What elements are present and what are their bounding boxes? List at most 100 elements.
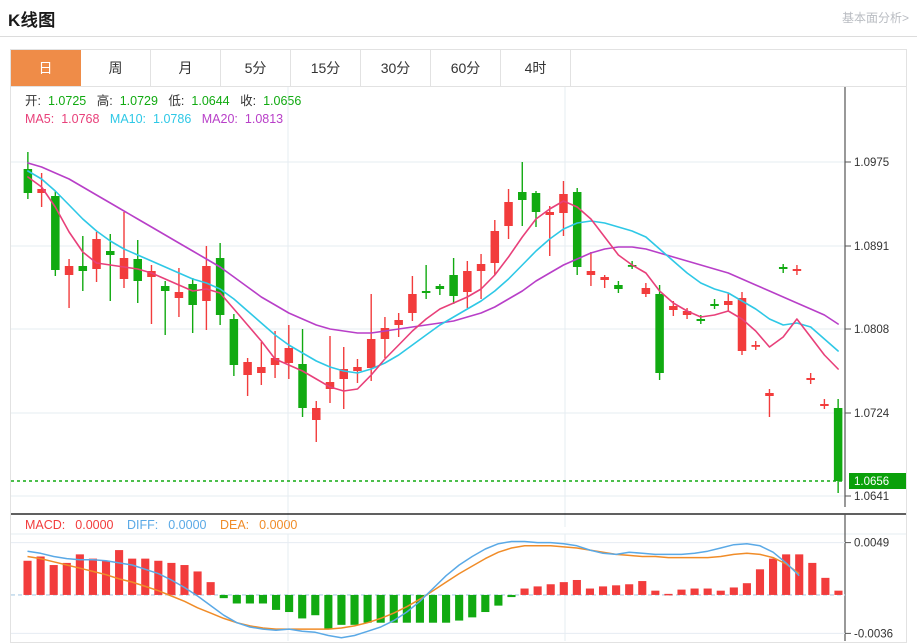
tab-7[interactable]: 4时 (501, 50, 571, 86)
macd-histogram-bar (834, 590, 843, 595)
tab-label: 月 (178, 60, 193, 76)
candle-body (51, 196, 60, 270)
candle-body (23, 169, 33, 193)
fundamental-analysis-link[interactable]: 基本面分析> (841, 11, 909, 25)
macd-histogram-bar (455, 594, 464, 621)
macd-histogram-bar (62, 562, 71, 595)
macd-histogram-bar (402, 594, 411, 623)
macd-histogram-bar (88, 558, 97, 595)
candle-body (160, 286, 170, 291)
macd-histogram-bar (612, 585, 621, 595)
macd-histogram-bar (625, 584, 634, 595)
price-axis-label-1: 1.0891 (854, 241, 889, 253)
candle-body (724, 301, 733, 305)
macd-histogram-bar (285, 594, 294, 613)
candle-body (119, 258, 129, 279)
candle-body (325, 382, 335, 389)
macd-histogram-bar (115, 550, 124, 595)
macd-histogram-bar (245, 594, 254, 604)
macd-histogram-bar (507, 594, 516, 598)
candle-body (380, 328, 390, 339)
tab-5[interactable]: 30分 (361, 50, 431, 86)
candle-body (463, 271, 472, 292)
macd-histogram-bar (585, 588, 595, 595)
candle-body (751, 345, 760, 347)
candle-body (408, 294, 417, 313)
macd-histogram-bar (154, 560, 163, 595)
candle-body (518, 192, 527, 200)
candle-body (765, 393, 774, 396)
candle-body (298, 364, 307, 408)
candle-body (394, 320, 403, 325)
tab-label: 60分 (450, 60, 481, 76)
candle-body (586, 271, 596, 275)
macd-histogram-bar (311, 594, 320, 616)
macd-histogram-bar (167, 562, 176, 595)
candle-body (215, 258, 225, 315)
candle-body (737, 298, 747, 351)
candle-body (64, 266, 74, 275)
macd-histogram-bar (821, 577, 830, 595)
period-tabbar: 日 周 月 5分 15分 30分 60分 4时 (10, 49, 907, 87)
tab-2[interactable]: 月 (151, 50, 221, 86)
macd-histogram-bar (428, 594, 438, 623)
candle-body (92, 239, 101, 269)
tab-1[interactable]: 周 (81, 50, 151, 86)
macd-histogram-bar (755, 569, 765, 595)
macd-axis-label-1: -0.0036 (854, 628, 893, 640)
candle-body (435, 286, 445, 289)
macd-histogram-bar (23, 560, 32, 595)
candle-body (147, 271, 156, 277)
tab-4[interactable]: 15分 (291, 50, 361, 86)
macd-histogram-bar (49, 565, 58, 595)
candle-body (106, 251, 115, 255)
price-axis-label-4: 1.0641 (854, 491, 889, 503)
page-header: K线图 基本面分析> (0, 0, 917, 37)
chart-container: 开: 1.0725 高: 1.0729 低: 1.0644 收: 1.0656 MA5:… (10, 87, 907, 643)
tab-6[interactable]: 60分 (431, 50, 501, 86)
macd-histogram-bar (795, 554, 804, 595)
candle-body (366, 339, 376, 368)
macd-histogram-bar (520, 588, 529, 595)
macd-histogram-bar (481, 594, 490, 613)
tab-0[interactable]: 日 (11, 50, 81, 86)
macd-histogram-bar (664, 593, 673, 596)
macd-histogram-bar (742, 583, 751, 595)
ma5-line (27, 176, 839, 392)
candle-body (476, 264, 486, 271)
price-axis-label-0: 1.0975 (854, 157, 889, 169)
candle-body (449, 275, 458, 296)
candle-body (559, 194, 568, 213)
kline-canvas[interactable]: 1.0975 1.0891 1.0808 1.0724 1.0641 1.0656 0.00… (11, 87, 906, 641)
page-title: K线图 (8, 11, 56, 30)
candle-body (531, 193, 541, 212)
candle-body (78, 266, 88, 271)
macd-histogram-bar (651, 590, 660, 595)
macd-histogram-bar (180, 565, 189, 595)
macd-histogram-bar (415, 594, 424, 623)
candle-body (188, 284, 197, 305)
macd-histogram-bar (598, 586, 608, 595)
macd-histogram-bar (494, 594, 503, 606)
candle-body (243, 362, 252, 375)
candle-body (284, 348, 294, 363)
macd-histogram-bar (363, 594, 372, 623)
macd-histogram-bar (546, 584, 555, 595)
tab-label: 30分 (380, 60, 411, 76)
tab-label: 4时 (524, 60, 547, 76)
tab-3[interactable]: 5分 (221, 50, 291, 86)
dea-line (27, 545, 800, 630)
candle-body (312, 408, 321, 420)
candle-body (572, 192, 582, 267)
ma10-line (27, 170, 839, 374)
candle-body (655, 294, 664, 373)
candle-body (353, 367, 362, 371)
candle-body (792, 269, 802, 271)
macd-histogram-bar (324, 594, 333, 630)
macd-histogram-bar (350, 594, 359, 625)
candle-body (37, 189, 46, 193)
candle-body (778, 267, 788, 269)
macd-histogram-bar (716, 590, 725, 595)
candle-body (696, 319, 706, 321)
